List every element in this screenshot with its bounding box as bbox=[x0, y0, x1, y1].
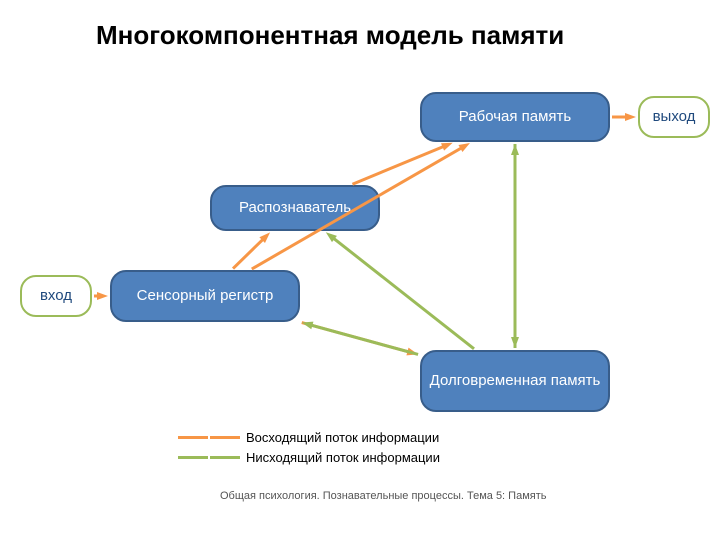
legend-seg-asc-2 bbox=[210, 436, 240, 439]
legend-text-desc: Нисходящий поток информации bbox=[246, 450, 440, 465]
legend-seg-desc-2 bbox=[210, 456, 240, 459]
legend-seg-asc-1 bbox=[178, 436, 208, 439]
node-output: выход bbox=[638, 96, 710, 138]
node-recognizer: Распознаватель bbox=[210, 185, 380, 231]
legend-seg-desc-1 bbox=[178, 456, 208, 459]
legend-ascending: Восходящий поток информации bbox=[178, 430, 439, 445]
node-longterm: Долговременная память bbox=[420, 350, 610, 412]
node-input: вход bbox=[20, 275, 92, 317]
page-title: Многокомпонентная модель памяти bbox=[96, 20, 564, 51]
legend-text-asc: Восходящий поток информации bbox=[246, 430, 439, 445]
node-working: Рабочая память bbox=[420, 92, 610, 142]
footer-text: Общая психология. Познавательные процесс… bbox=[220, 490, 546, 502]
node-sensor: Сенсорный регистр bbox=[110, 270, 300, 322]
legend-descending: Нисходящий поток информации bbox=[178, 450, 440, 465]
